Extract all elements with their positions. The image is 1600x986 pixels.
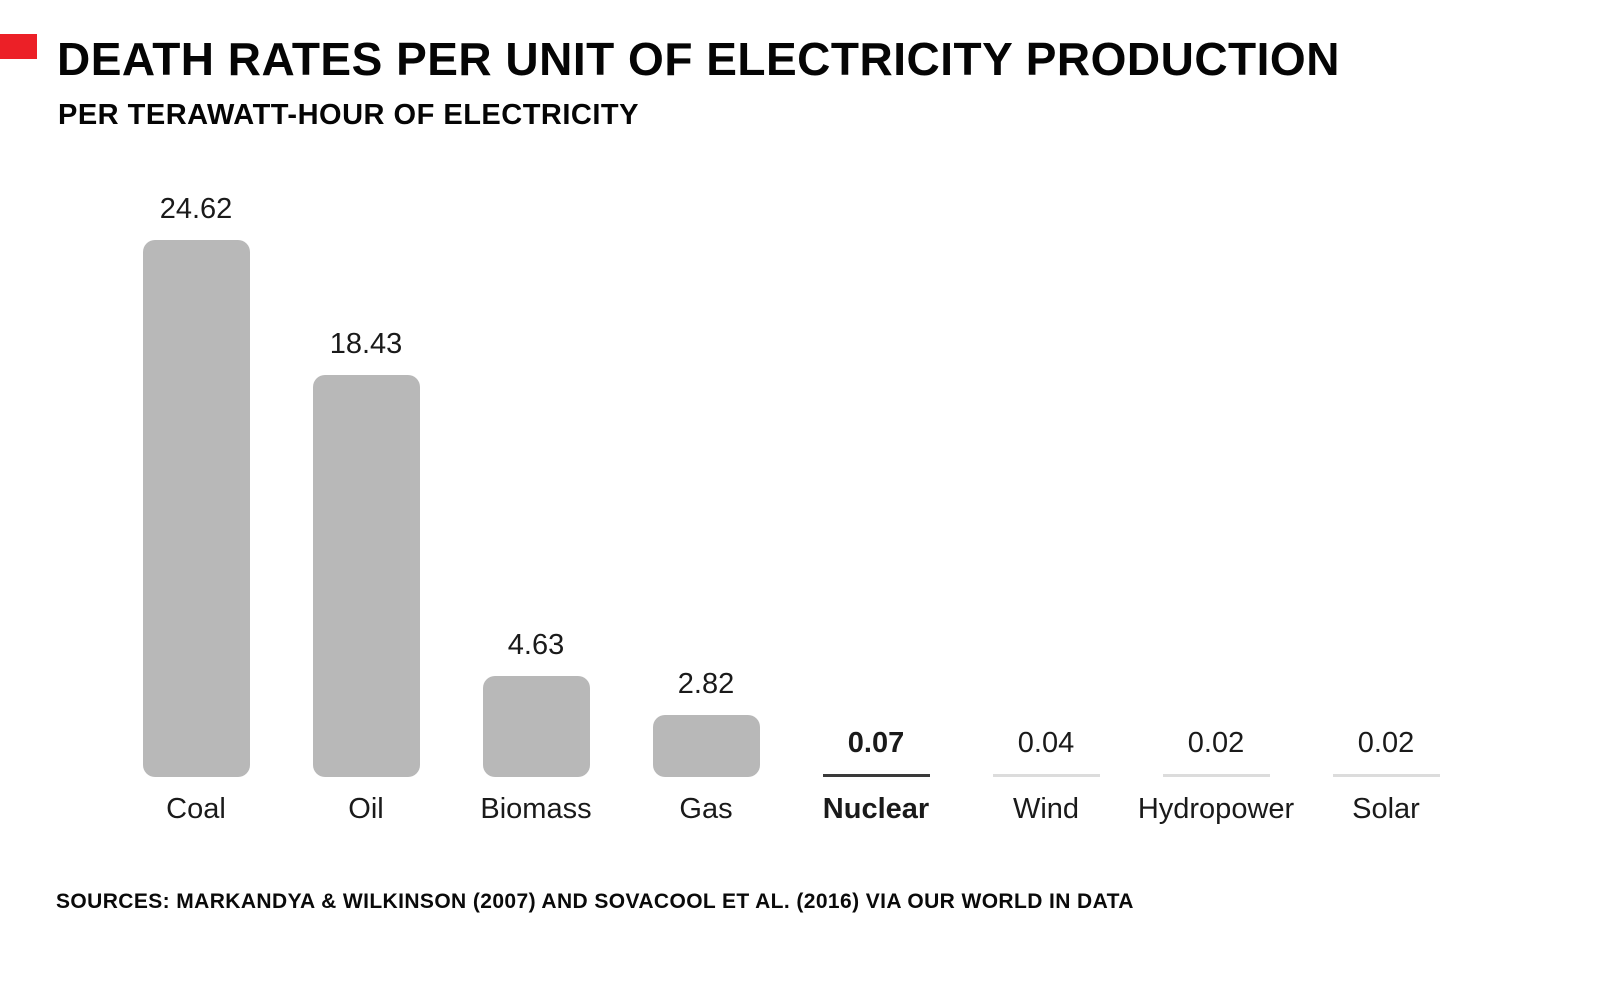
bar-solar [1332,773,1440,777]
category-label-solar: Solar [1352,792,1420,825]
bar-column-gas: 2.82 [621,668,791,777]
bar-value-label: 0.02 [1187,726,1245,759]
bar-column-nuclear: 0.07 [791,727,961,777]
bar-value-label: 4.63 [507,628,565,661]
category-label-nuclear: Nuclear [822,792,930,825]
category-label-coal: Coal [166,792,226,825]
category-label-hydropower: Hydropower [1137,792,1295,825]
bar-column-solar: 0.02 [1301,727,1471,777]
chart-subtitle: PER TERAWATT-HOUR OF ELECTRICITY [58,98,639,131]
bar-nuclear [822,773,930,777]
bar-coal [142,239,250,777]
bar-value-label: 0.04 [1017,726,1075,759]
red-corner-marker [0,34,37,59]
chart-title: DEATH RATES PER UNIT OF ELECTRICITY PROD… [57,33,1340,85]
bar-column-hydropower: 0.02 [1131,727,1301,777]
bar-oil [312,374,420,777]
bar-column-coal: 24.62 [111,193,281,777]
bar-value-label: 0.07 [847,726,905,759]
category-label-biomass: Biomass [480,792,592,825]
bar-value-label: 2.82 [677,667,735,700]
bar-column-biomass: 4.63 [451,629,621,777]
bar-gas [652,714,760,777]
bar-wind [992,773,1100,777]
category-label-oil: Oil [348,792,384,825]
bar-hydropower [1162,773,1270,777]
category-axis-labels: Coal Oil Biomass Gas Nuclear Wind Hydropower So… [0,793,1600,826]
category-label-wind: Wind [1012,792,1080,825]
sources-note: SOURCES: MARKANDYA & WILKINSON (2007) AN… [56,889,1134,913]
bar-biomass [482,675,590,777]
bar-chart-plot-area: 24.62 18.43 4.63 2.82 0.07 0.04 0.02 0.02 [0,187,1600,777]
bar-value-label: 24.62 [159,192,233,225]
bar-value-label: 0.02 [1357,726,1415,759]
bar-column-wind: 0.04 [961,727,1131,777]
chart-page: DEATH RATES PER UNIT OF ELECTRICITY PROD… [0,34,1600,986]
bar-value-label: 18.43 [329,327,403,360]
category-label-gas: Gas [679,792,733,825]
bar-column-oil: 18.43 [281,328,451,777]
